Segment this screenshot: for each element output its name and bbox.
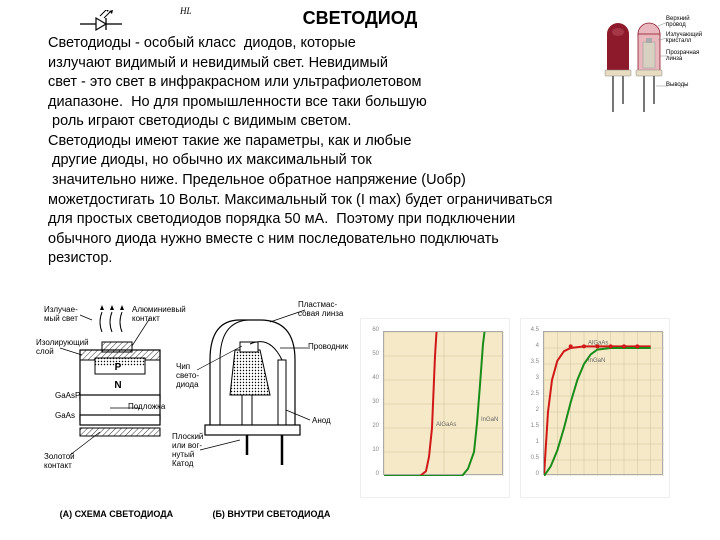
svg-text:N: N bbox=[114, 380, 121, 391]
illus-label-leads: Выводы bbox=[666, 82, 688, 88]
svg-text:AlGaAs: AlGaAs bbox=[436, 422, 456, 428]
label-cathode: Плоскийили вог-нутыйКатод bbox=[172, 432, 203, 468]
led-3d-illustration: Верхнийпровод Излучающийкристалл Прозрач… bbox=[602, 12, 682, 142]
diagrams-row: P N GaAsP GaAs bbox=[40, 300, 680, 530]
svg-text:GaAsP: GaAsP bbox=[55, 391, 80, 400]
label-gold: Золотойконтакт bbox=[44, 452, 75, 470]
illus-label-top-wire: Верхнийпровод bbox=[666, 16, 690, 28]
svg-text:InGaN: InGaN bbox=[481, 417, 498, 423]
label-conductor: Проводник bbox=[308, 342, 348, 351]
chart-iv-curve: AlGaAsInGaN 0102030405060 bbox=[360, 318, 510, 498]
caption-b: (Б) ВНУТРИ СВЕТОДИОДА bbox=[212, 509, 330, 519]
label-plastic-lens: Пластмас-совая линза bbox=[298, 300, 343, 318]
svg-text:P: P bbox=[115, 362, 122, 373]
caption-a: (А) СХЕМА СВЕТОДИОДА bbox=[60, 509, 173, 519]
illus-label-lens: Прозрачнаялинза bbox=[666, 50, 699, 62]
panel-ab-caption: (А) СХЕМА СВЕТОДИОДА (Б) ВНУТРИ СВЕТОДИО… bbox=[40, 509, 350, 519]
svg-text:InGaN: InGaN bbox=[588, 358, 605, 364]
chart-saturation: AlGaAsInGaN 00.511.522.533.544.5 bbox=[520, 318, 670, 498]
label-al-contact: Алюминиевыйконтакт bbox=[132, 305, 186, 323]
diagram-panel-ab: P N GaAsP GaAs bbox=[40, 300, 350, 525]
label-chip: Чипсвето-диода bbox=[176, 362, 199, 389]
label-emitted-light: Излучае-мый свет bbox=[44, 305, 78, 323]
label-insulating: Изолирующийслой bbox=[36, 338, 89, 356]
svg-text:GaAs: GaAs bbox=[55, 411, 75, 420]
body-paragraph: Светодиоды - особый класс диодов, которы… bbox=[48, 34, 678, 269]
label-anode: Анод bbox=[312, 416, 331, 425]
label-substrate: Подложка bbox=[128, 402, 165, 411]
illus-label-crystal: Излучающийкристалл bbox=[666, 32, 702, 44]
